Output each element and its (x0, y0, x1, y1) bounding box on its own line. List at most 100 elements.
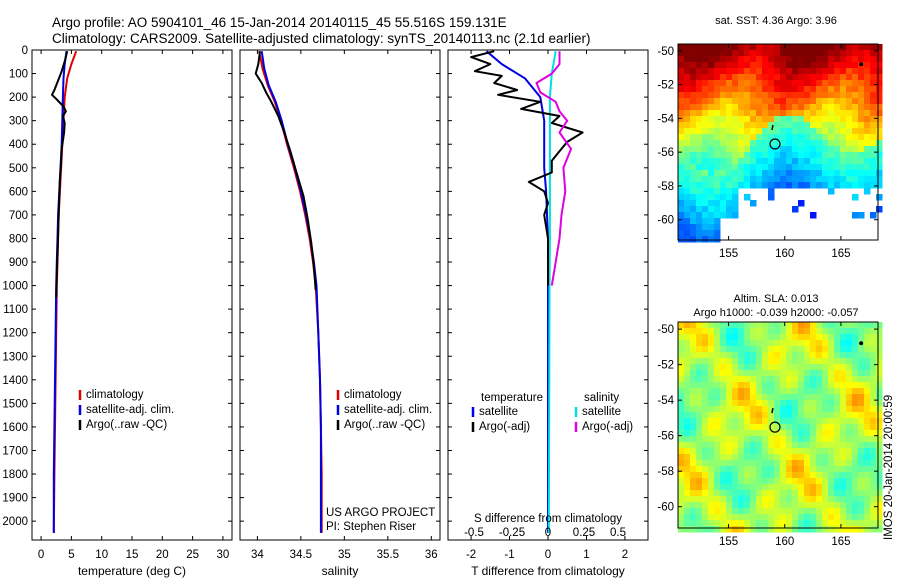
heatmap-cell (840, 436, 847, 443)
heatmap-cell (774, 502, 781, 509)
heatmap-cell (798, 158, 805, 165)
heatmap-cell (738, 86, 745, 93)
heatmap-cell (846, 454, 853, 461)
heatmap-cell (684, 424, 691, 431)
heatmap-cell (744, 490, 751, 497)
heatmap-cell (756, 328, 763, 335)
heatmap-cell (774, 74, 781, 81)
heatmap-cell (786, 388, 793, 395)
heatmap-cell (750, 152, 757, 159)
heatmap-cell (756, 140, 763, 147)
heatmap-cell (678, 176, 685, 183)
heatmap-cell (690, 62, 697, 69)
heatmap-cell (876, 50, 883, 57)
heatmap-cell (738, 74, 745, 81)
y-tick-label: 1300 (2, 351, 28, 363)
heatmap-cell (762, 146, 769, 153)
heatmap-cell (708, 376, 715, 383)
heatmap-cell (792, 86, 799, 93)
heatmap-cell (750, 92, 757, 99)
heatmap-cell (852, 212, 859, 219)
heatmap-cell (774, 62, 781, 69)
heatmap-cell (756, 44, 763, 51)
heatmap-cell (864, 376, 871, 383)
heatmap-cell (702, 206, 709, 213)
heatmap-cell (804, 406, 811, 413)
heatmap-cell (726, 328, 733, 335)
heatmap-cell (678, 170, 685, 177)
heatmap-cell (786, 122, 793, 129)
heatmap-cell (714, 484, 721, 491)
heatmap-cell (678, 520, 685, 527)
heatmap-cell (774, 496, 781, 503)
y-tick-label: 600 (9, 186, 28, 198)
heatmap-cell (678, 334, 685, 341)
heatmap-cell (780, 128, 787, 135)
heatmap-cell (690, 412, 697, 419)
heatmap-cell (690, 418, 697, 425)
heatmap-cell (774, 508, 781, 515)
heatmap-cell (732, 382, 739, 389)
heatmap-cell (774, 382, 781, 389)
heatmap-cell (750, 400, 757, 407)
heatmap-cell (780, 490, 787, 497)
heatmap-cell (702, 508, 709, 515)
heatmap-cell (798, 352, 805, 359)
heatmap-cell (846, 478, 853, 485)
heatmap-cell (720, 128, 727, 135)
heatmap-cell (678, 424, 685, 431)
heatmap-cell (732, 406, 739, 413)
heatmap-cell (696, 236, 703, 243)
heatmap-cell (768, 496, 775, 503)
heatmap-cell (684, 322, 691, 329)
heatmap-cell (864, 340, 871, 347)
heatmap-cell (726, 200, 733, 207)
heatmap-cell (756, 122, 763, 129)
heatmap-cell (756, 394, 763, 401)
heatmap-cell (732, 496, 739, 503)
heatmap-cell (798, 376, 805, 383)
heatmap-cell (690, 110, 697, 117)
heatmap-cell (786, 514, 793, 521)
heatmap-cell (678, 50, 685, 57)
heatmap-cell (762, 496, 769, 503)
heatmap-cell (876, 490, 883, 497)
heatmap-cell (864, 454, 871, 461)
heatmap-cell (846, 80, 853, 87)
heatmap-cell (870, 472, 877, 479)
heatmap-cell (726, 364, 733, 371)
heatmap-cell (708, 406, 715, 413)
heatmap-cell (774, 170, 781, 177)
heatmap-cell (690, 454, 697, 461)
heatmap-cell (876, 508, 883, 515)
heatmap-cell (762, 92, 769, 99)
heatmap-cell (816, 466, 823, 473)
heatmap-cell (720, 526, 727, 533)
heatmap-cell (738, 322, 745, 329)
heatmap-cell (750, 140, 757, 147)
heatmap-cell (690, 86, 697, 93)
heatmap-cell (798, 364, 805, 371)
heatmap-cell (708, 334, 715, 341)
heatmap-cell (762, 424, 769, 431)
heatmap-cell (690, 448, 697, 455)
heatmap-cell (678, 212, 685, 219)
heatmap-cell (816, 152, 823, 159)
heatmap-cell (816, 508, 823, 515)
heatmap-cell (876, 478, 883, 485)
heatmap-cell (780, 382, 787, 389)
heatmap-cell (744, 68, 751, 75)
heatmap-cell (720, 454, 727, 461)
heatmap-cell (732, 376, 739, 383)
heatmap-cell (834, 146, 841, 153)
legend-label: satellite-adj. clim. (344, 404, 432, 416)
heatmap-cell (678, 236, 685, 243)
heatmap-cell (732, 514, 739, 521)
heatmap-cell (780, 62, 787, 69)
heatmap-cell (774, 376, 781, 383)
heatmap-cell (846, 448, 853, 455)
heatmap-cell (864, 146, 871, 153)
heatmap-cell (738, 364, 745, 371)
heatmap-cell (870, 44, 877, 51)
heatmap-cell (678, 502, 685, 509)
